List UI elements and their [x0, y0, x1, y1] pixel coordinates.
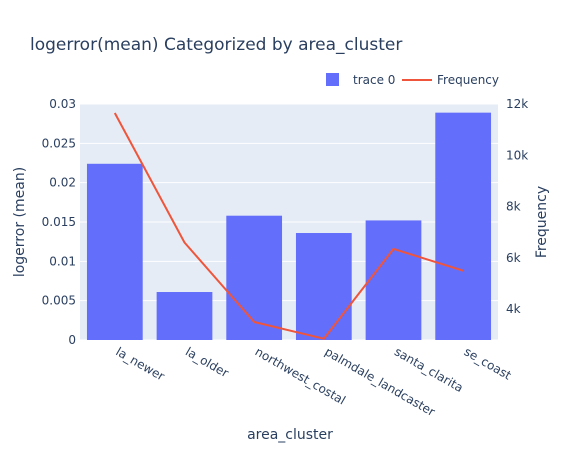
bar-se_coast [435, 112, 492, 340]
y2-tick-label: 8k [506, 200, 521, 214]
bar-santa_clarita [365, 220, 422, 340]
bar-northwest_costal [226, 215, 283, 340]
y2-tick-label: 4k [506, 302, 521, 316]
frequency-line [113, 112, 464, 340]
legend: trace 0 Frequency [326, 73, 499, 87]
x-tick-label: se_coast [462, 344, 514, 382]
chart-title: logerror(mean) Categorized by area_clust… [30, 35, 402, 55]
x-axis-title: area_cluster [247, 427, 333, 443]
x-tick-label: la_newer [113, 344, 167, 383]
y-tick-label: 0.005 [42, 294, 76, 308]
line-series [113, 112, 464, 340]
y2-tick-label: 6k [506, 251, 521, 265]
bar-la_older [156, 292, 213, 340]
bar-la_newer [86, 163, 143, 340]
y-tick-label: 0.03 [49, 97, 76, 111]
y-tick-label: 0.025 [42, 136, 76, 150]
legend-swatch-bar [326, 73, 339, 86]
y2-axis-ticks: 4k 6k 8k 10k 12k [506, 97, 528, 316]
bar-series [86, 112, 492, 340]
y2-tick-label: 12k [506, 97, 528, 111]
y-tick-label: 0.02 [49, 176, 76, 190]
y2-tick-label: 10k [506, 148, 528, 162]
y-tick-label: 0.015 [42, 215, 76, 229]
legend-label-bar: trace 0 [353, 73, 395, 87]
x-axis-ticks: la_newer la_older northwest_costalpalmdale… [113, 344, 514, 419]
legend-label-line: Frequency [437, 73, 499, 87]
y-axis-ticks: 0 0.005 0.01 0.015 0.02 0.025 0.03 [42, 97, 76, 347]
x-tick-label: la_older [183, 344, 231, 380]
bar-palmdale_landcaster [295, 233, 352, 340]
y-tick-label: 0 [68, 333, 76, 347]
y2-axis-title: Frequency [534, 186, 550, 258]
y-tick-label: 0.01 [49, 254, 76, 268]
gridlines [80, 103, 498, 341]
y-axis-title: logerror (mean) [12, 167, 28, 277]
